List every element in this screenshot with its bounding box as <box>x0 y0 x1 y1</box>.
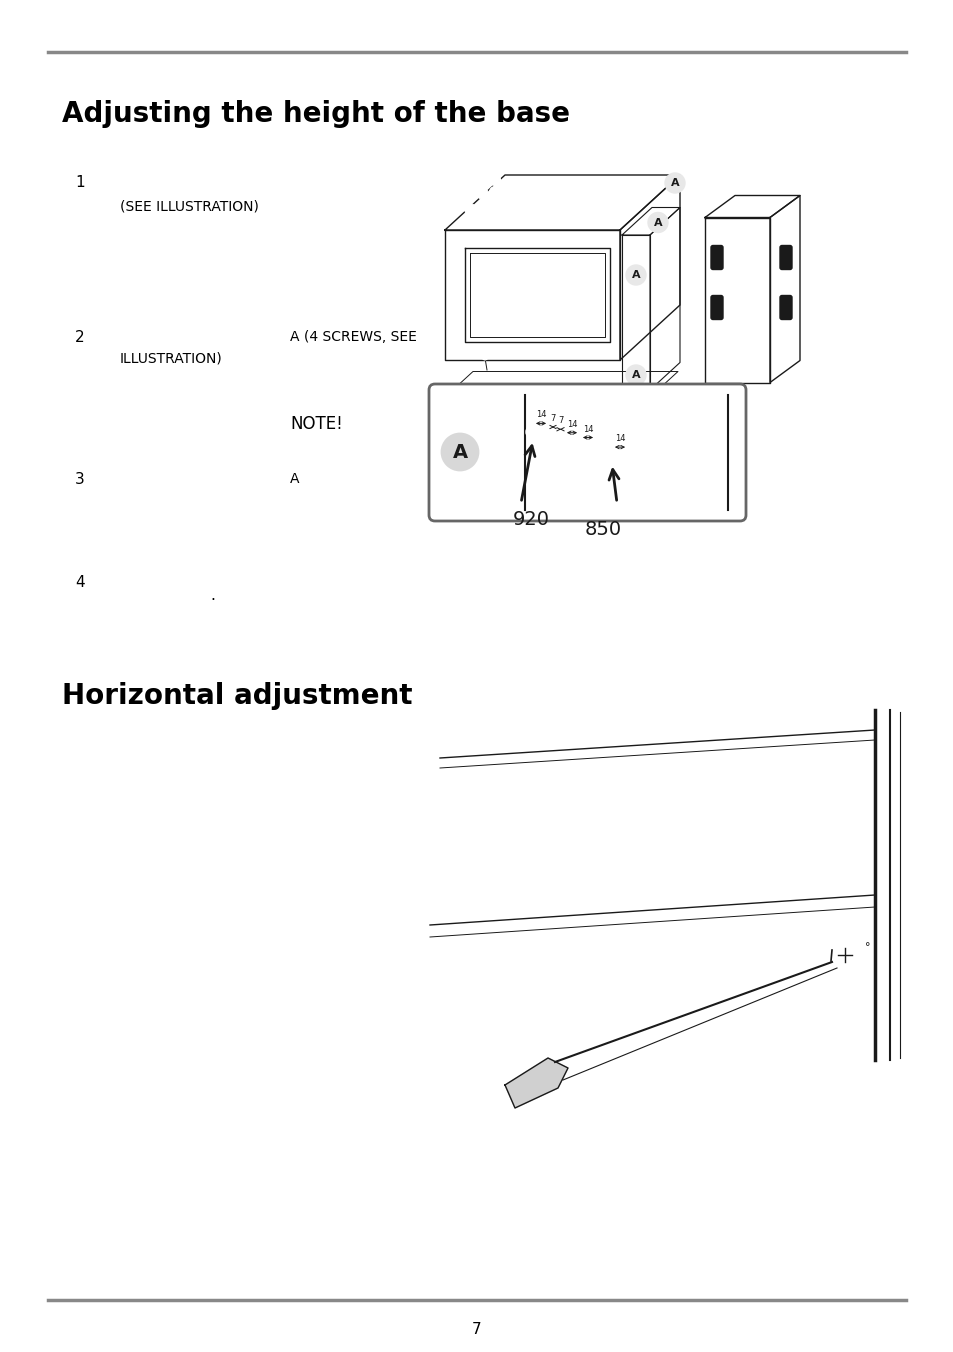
FancyBboxPatch shape <box>710 296 722 319</box>
Circle shape <box>441 434 477 470</box>
Circle shape <box>489 174 500 185</box>
Circle shape <box>647 212 667 233</box>
Circle shape <box>588 443 602 458</box>
Text: (SEE ILLUSTRATION): (SEE ILLUSTRATION) <box>120 200 258 214</box>
Circle shape <box>525 425 539 439</box>
Circle shape <box>630 383 637 388</box>
FancyBboxPatch shape <box>780 296 791 319</box>
Text: 14: 14 <box>536 411 546 419</box>
Text: 4: 4 <box>75 575 85 589</box>
Text: Adjusting the height of the base: Adjusting the height of the base <box>62 100 569 128</box>
Circle shape <box>664 173 684 193</box>
Text: 7: 7 <box>550 414 555 423</box>
Text: 14: 14 <box>582 425 593 434</box>
Text: 14: 14 <box>566 419 577 429</box>
Circle shape <box>625 365 645 385</box>
Text: °: ° <box>864 942 869 952</box>
Circle shape <box>557 434 571 449</box>
Text: 1: 1 <box>75 174 85 191</box>
Text: 7: 7 <box>472 1322 481 1337</box>
Text: 7: 7 <box>558 416 562 426</box>
Text: A: A <box>631 370 639 380</box>
Circle shape <box>477 200 488 211</box>
Circle shape <box>477 188 488 200</box>
Circle shape <box>464 192 475 203</box>
Circle shape <box>831 942 857 968</box>
FancyBboxPatch shape <box>710 246 722 269</box>
Circle shape <box>541 430 556 443</box>
Text: ILLUSTRATION): ILLUSTRATION) <box>120 352 222 366</box>
Circle shape <box>604 449 618 462</box>
Text: NOTE!: NOTE! <box>290 415 342 433</box>
Circle shape <box>481 354 488 360</box>
Polygon shape <box>504 1059 567 1109</box>
Text: 3: 3 <box>75 472 85 487</box>
Circle shape <box>477 177 488 188</box>
Circle shape <box>489 187 500 197</box>
Text: .: . <box>210 588 214 603</box>
Text: 920: 920 <box>513 510 550 529</box>
FancyBboxPatch shape <box>429 384 745 521</box>
Text: Horizontal adjustment: Horizontal adjustment <box>62 681 412 710</box>
Text: A: A <box>452 442 467 461</box>
Text: 2: 2 <box>75 330 85 345</box>
Text: A: A <box>653 218 661 227</box>
Text: 14: 14 <box>614 434 624 443</box>
Text: A: A <box>290 472 299 485</box>
Circle shape <box>464 180 475 191</box>
Text: A (4 SCREWS, SEE: A (4 SCREWS, SEE <box>290 330 416 343</box>
Circle shape <box>620 453 635 468</box>
Text: A: A <box>670 178 679 188</box>
Text: 850: 850 <box>584 521 621 539</box>
Circle shape <box>464 204 475 215</box>
Circle shape <box>550 433 563 446</box>
FancyBboxPatch shape <box>780 246 791 269</box>
Circle shape <box>573 439 586 453</box>
Circle shape <box>625 265 645 285</box>
Text: A: A <box>631 270 639 280</box>
